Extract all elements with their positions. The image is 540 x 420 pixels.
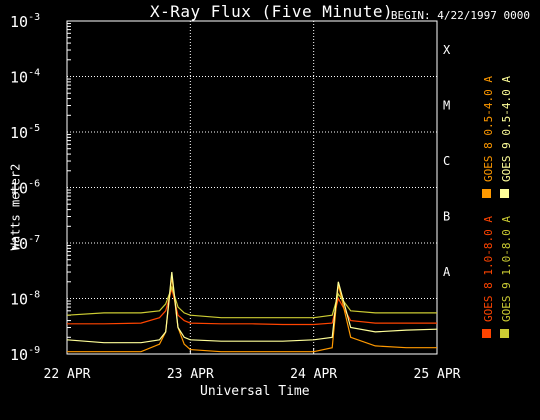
legend-label: GOES 9 0.5-4.0 A bbox=[500, 76, 513, 182]
legend-swatch bbox=[500, 329, 509, 338]
flare-class-label: A bbox=[443, 265, 451, 279]
x-tick-label: 22 APR bbox=[44, 367, 91, 382]
legend-swatch bbox=[482, 189, 491, 198]
series-line bbox=[67, 288, 437, 326]
legend-swatch bbox=[482, 329, 491, 338]
chart-title: X-Ray Flux (Five Minute) bbox=[150, 2, 394, 21]
x-tick-label: 24 APR bbox=[290, 367, 337, 382]
flare-class-label: X bbox=[443, 43, 451, 57]
x-axis-label: Universal Time bbox=[200, 384, 310, 399]
gridlines bbox=[67, 21, 437, 354]
series-line bbox=[67, 276, 437, 353]
x-tick-label: 25 APR bbox=[414, 367, 461, 382]
flare-class-label: C bbox=[443, 154, 450, 168]
y-tick-label: 10-8 bbox=[10, 290, 40, 309]
legend-swatch bbox=[500, 189, 509, 198]
legend-label: GOES 8 0.5-4.0 A bbox=[482, 76, 495, 182]
flare-class-label: B bbox=[443, 209, 450, 223]
legend-label: GOES 9 1.0-8.0 A bbox=[500, 216, 513, 322]
y-tick-label: 10-9 bbox=[10, 345, 40, 364]
y-tick-label: 10-6 bbox=[10, 179, 40, 198]
y-tick-label: 10-4 bbox=[10, 68, 40, 87]
x-tick-label: 23 APR bbox=[167, 367, 214, 382]
axis-ticks: 10-9 10-8 10-7 10-6 10-5 10-4 10-3 22 APR 23 APR… bbox=[10, 12, 461, 382]
legend-label: GOES 8 1.0-8.0 A bbox=[482, 216, 495, 322]
series-line bbox=[66, 285, 437, 319]
y-tick-label: 10-3 bbox=[10, 12, 40, 31]
y-tick-label: 10-5 bbox=[10, 123, 40, 142]
flare-class-label: M bbox=[443, 98, 450, 112]
plot-frame bbox=[66, 20, 438, 355]
series-line bbox=[66, 271, 438, 344]
y-axis-label: Watts meter2 bbox=[8, 163, 23, 251]
chart-subtitle: BEGIN: 4/22/1997 0000 bbox=[390, 9, 530, 22]
y-tick-label: 10-7 bbox=[10, 234, 40, 253]
series-layer bbox=[66, 271, 438, 353]
